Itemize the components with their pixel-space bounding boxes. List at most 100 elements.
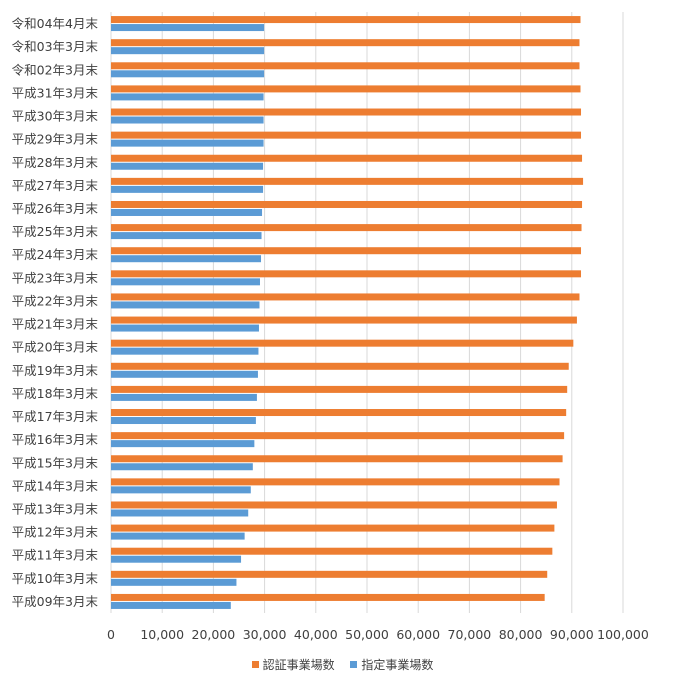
bar-series-1 (111, 108, 582, 116)
bar-series-2 (111, 93, 264, 101)
bar-series-1 (111, 524, 555, 532)
bar-series-1 (111, 131, 582, 139)
bar-series-1 (111, 247, 582, 255)
bar-series-2 (111, 440, 255, 448)
bar-series-2 (111, 116, 264, 124)
category-label: 平成11年3月末 (12, 548, 99, 563)
bar-series-2 (111, 185, 264, 193)
category-label: 平成10年3月末 (12, 571, 99, 586)
bar-series-2 (111, 324, 259, 332)
bar-series-1 (111, 270, 582, 278)
category-label: 平成17年3月末 (12, 409, 99, 424)
bar-series-2 (111, 486, 251, 494)
bar-series-1 (111, 62, 580, 70)
bar-series-2 (111, 393, 257, 401)
category-label: 平成16年3月末 (12, 432, 99, 447)
category-label: 平成12年3月末 (12, 525, 99, 540)
bar-series-2 (111, 463, 253, 471)
category-label: 令和04年4月末 (12, 16, 99, 31)
x-tick-label: 40,000 (294, 627, 338, 642)
category-label: 平成24年3月末 (12, 247, 99, 262)
category-labels: 令和04年4月末令和03年3月末令和02年3月末平成31年3月末平成30年3月末… (12, 16, 99, 609)
bar-series-2 (111, 555, 242, 563)
bar-series-2 (111, 347, 259, 355)
bar-series-2 (111, 162, 264, 170)
category-label: 平成27年3月末 (12, 178, 99, 193)
bar-series-2 (111, 47, 265, 55)
bar-series-1 (111, 593, 545, 601)
bar-series-1 (111, 432, 565, 440)
bar-series-1 (111, 39, 580, 47)
category-label: 平成13年3月末 (12, 501, 99, 516)
bar-series-2 (111, 208, 263, 216)
legend-label-series-1: 認証事業場数 (262, 658, 335, 672)
bar-series-1 (111, 16, 581, 24)
legend-label-series-2: 指定事業場数 (361, 658, 434, 672)
x-tick-label: 60,000 (396, 627, 440, 642)
category-label: 平成31年3月末 (12, 85, 99, 100)
legend-swatch-series-2 (350, 661, 358, 668)
category-label: 平成15年3月末 (12, 455, 99, 470)
x-tick-label: 10,000 (140, 627, 184, 642)
bar-series-1 (111, 293, 580, 301)
category-label: 平成28年3月末 (12, 155, 99, 170)
bar-series-1 (111, 200, 583, 208)
legend: 認証事業場数 指定事業場数 (0, 656, 685, 673)
x-tick-label: 100,000 (597, 627, 649, 642)
x-tick-label: 90,000 (550, 627, 594, 642)
category-label: 令和03年3月末 (12, 39, 99, 54)
category-label: 平成26年3月末 (12, 201, 99, 216)
bar-series-1 (111, 455, 563, 463)
bar-series-1 (111, 85, 581, 93)
category-label: 平成09年3月末 (12, 594, 99, 609)
x-tick-label: 0 (107, 627, 115, 642)
bar-series-2 (111, 278, 260, 286)
x-tick-label: 20,000 (192, 627, 236, 642)
bar-series-2 (111, 301, 260, 309)
category-label: 平成20年3月末 (12, 340, 99, 355)
bar-series-2 (111, 578, 237, 586)
x-axis-tick-labels: 0 10,000 20,000 30,000 40,000 50,000 60,000 70,… (107, 627, 649, 642)
bar-series-2 (111, 232, 262, 240)
bar-series-2 (111, 417, 256, 425)
bar-series-1 (111, 547, 553, 555)
category-label: 令和02年3月末 (12, 62, 99, 77)
bar-series-1 (111, 385, 568, 393)
bar-series-2 (111, 370, 258, 378)
category-label: 平成29年3月末 (12, 132, 99, 147)
category-label: 平成21年3月末 (12, 317, 99, 332)
bar-series-2 (111, 509, 249, 517)
bar-series-2 (111, 255, 262, 263)
bar-series-2 (111, 601, 231, 609)
x-tick-label: 70,000 (448, 627, 492, 642)
category-label: 平成23年3月末 (12, 270, 99, 285)
bar-series-1 (111, 224, 582, 232)
x-tick-label: 80,000 (499, 627, 543, 642)
bar-series-1 (111, 570, 548, 578)
category-label: 平成22年3月末 (12, 293, 99, 308)
gridlines (110, 12, 624, 613)
legend-item-series-1: 認証事業場数 (251, 656, 335, 673)
legend-swatch-series-1 (251, 661, 259, 668)
bar-series-1 (111, 501, 557, 509)
bar-series-1 (111, 339, 574, 347)
bar-series-2 (111, 24, 265, 32)
category-label: 平成25年3月末 (12, 224, 99, 239)
bar-series-2 (111, 139, 264, 147)
x-tick-label: 30,000 (243, 627, 287, 642)
bar-series-1 (111, 154, 583, 162)
bars (111, 16, 584, 609)
bar-series-1 (111, 478, 560, 486)
category-label: 平成19年3月末 (12, 363, 99, 378)
x-tick-label: 50,000 (345, 627, 389, 642)
category-label: 平成30年3月末 (12, 109, 99, 124)
category-label: 平成18年3月末 (12, 386, 99, 401)
bar-series-1 (111, 409, 567, 417)
legend-item-series-2: 指定事業場数 (350, 656, 433, 673)
bar-series-2 (111, 70, 265, 78)
bar-series-1 (111, 177, 584, 185)
category-label: 平成14年3月末 (12, 478, 99, 493)
bar-series-1 (111, 362, 569, 370)
bar-series-1 (111, 316, 577, 324)
